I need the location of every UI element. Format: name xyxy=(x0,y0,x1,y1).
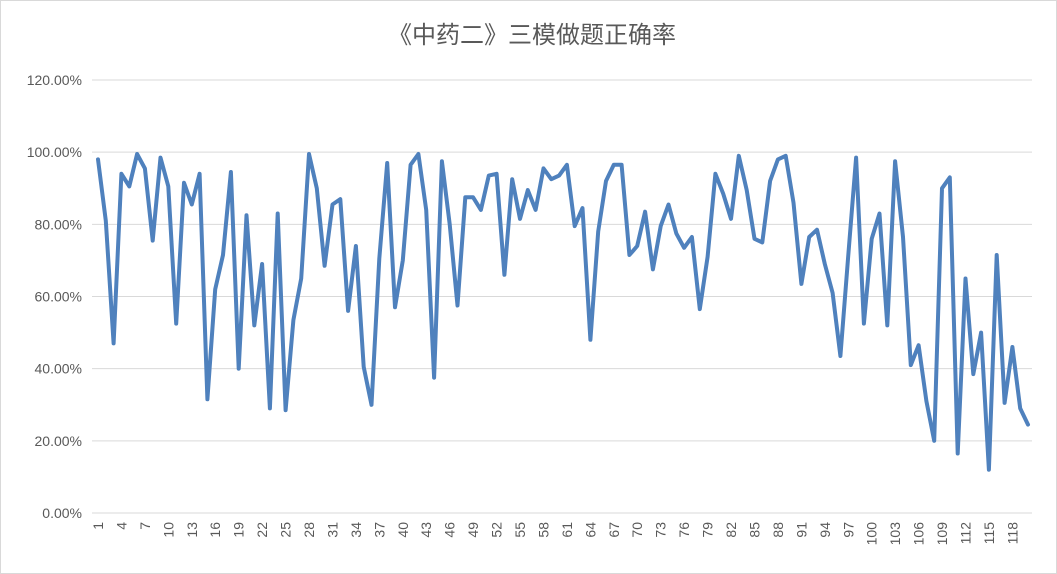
x-tick-label: 76 xyxy=(676,522,692,538)
x-tick-label: 97 xyxy=(840,522,856,538)
x-tick-label: 88 xyxy=(770,522,786,538)
x-tick-label: 43 xyxy=(418,522,434,538)
x-tick-label: 82 xyxy=(723,522,739,538)
x-tick-label: 55 xyxy=(512,522,528,538)
x-tick-label: 112 xyxy=(957,522,973,545)
x-tick-label: 100 xyxy=(864,522,880,546)
x-tick-label: 85 xyxy=(746,522,762,538)
x-tick-label: 37 xyxy=(371,522,387,538)
x-tick-label: 4 xyxy=(113,522,129,530)
x-tick-label: 67 xyxy=(606,522,622,538)
chart-title: 《中药二》三模做题正确率 xyxy=(388,21,676,49)
y-tick-label: 40.00% xyxy=(35,361,82,377)
x-tick-label: 40 xyxy=(395,522,411,538)
x-tick-label: 91 xyxy=(793,522,809,538)
x-tick-label: 94 xyxy=(817,522,833,538)
series-line xyxy=(96,152,1030,472)
x-tick-label: 28 xyxy=(301,522,317,538)
x-tick-label: 10 xyxy=(160,522,176,538)
x-tick-label: 52 xyxy=(489,522,505,538)
x-tick-label: 49 xyxy=(465,522,481,538)
x-tick-label: 118 xyxy=(1004,522,1020,545)
x-tick-label: 16 xyxy=(207,522,223,538)
y-tick-label: 100.00% xyxy=(27,144,82,160)
x-tick-label: 109 xyxy=(934,522,950,546)
x-tick-label: 13 xyxy=(184,522,200,538)
x-tick-label: 70 xyxy=(629,522,645,538)
x-tick-label: 61 xyxy=(559,522,575,538)
x-tick-label: 31 xyxy=(324,522,340,538)
x-tick-label: 7 xyxy=(137,522,153,530)
y-tick-label: 60.00% xyxy=(35,289,82,305)
x-axis-ticks: 1 4 7 10 13 16 19 22 25 28 31 34 37 40 43 46 49 52 55 58 61 6… xyxy=(90,522,1020,546)
x-tick-label: 103 xyxy=(887,522,903,546)
x-tick-label: 46 xyxy=(442,522,458,538)
y-tick-label: 0.00% xyxy=(42,505,82,521)
y-tick-label: 80.00% xyxy=(35,216,82,232)
x-tick-label: 64 xyxy=(582,522,598,538)
x-tick-label: 58 xyxy=(535,522,551,538)
x-tick-label: 73 xyxy=(653,522,669,538)
x-tick-label: 1 xyxy=(90,522,106,530)
y-tick-label: 120.00% xyxy=(27,72,82,88)
x-tick-label: 34 xyxy=(348,522,364,538)
gridlines xyxy=(92,79,1032,514)
x-tick-label: 22 xyxy=(254,522,270,538)
y-tick-label: 20.00% xyxy=(35,433,82,449)
x-tick-label: 19 xyxy=(231,522,247,538)
x-tick-label: 106 xyxy=(911,522,927,546)
y-axis-ticks: 0.00% 20.00% 40.00% 60.00% 80.00% 100.00% 120.… xyxy=(27,72,82,521)
x-tick-label: 25 xyxy=(278,522,294,538)
x-tick-label: 79 xyxy=(700,522,716,538)
x-tick-label: 115 xyxy=(981,522,997,545)
